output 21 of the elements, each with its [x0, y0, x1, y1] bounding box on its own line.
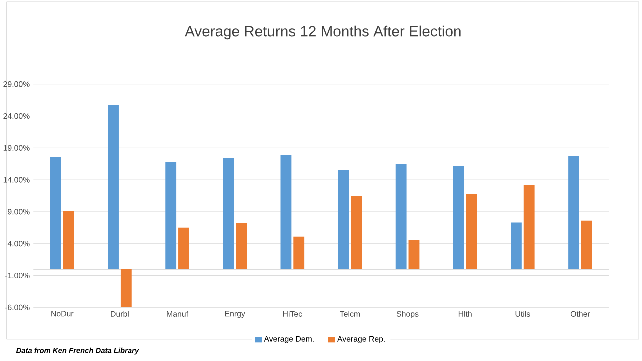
bar: [524, 185, 535, 270]
bar: [63, 211, 74, 270]
bar: [178, 228, 190, 270]
bar: [511, 222, 522, 270]
chart-title: Average Returns 12 Months After Election: [185, 26, 461, 40]
bar: [453, 166, 464, 270]
bar: [351, 196, 362, 270]
bar: [50, 156, 62, 270]
bar: [236, 223, 247, 270]
bar: [294, 236, 305, 270]
bar: [408, 240, 420, 270]
bar: [581, 220, 592, 270]
bar: [280, 155, 292, 270]
bar: [568, 156, 580, 270]
bar: [223, 158, 234, 270]
bar: [466, 194, 478, 270]
bar: [338, 170, 350, 270]
bar: [108, 105, 119, 270]
bar: [120, 269, 132, 307]
bar: [396, 164, 407, 270]
bar: [166, 162, 177, 270]
